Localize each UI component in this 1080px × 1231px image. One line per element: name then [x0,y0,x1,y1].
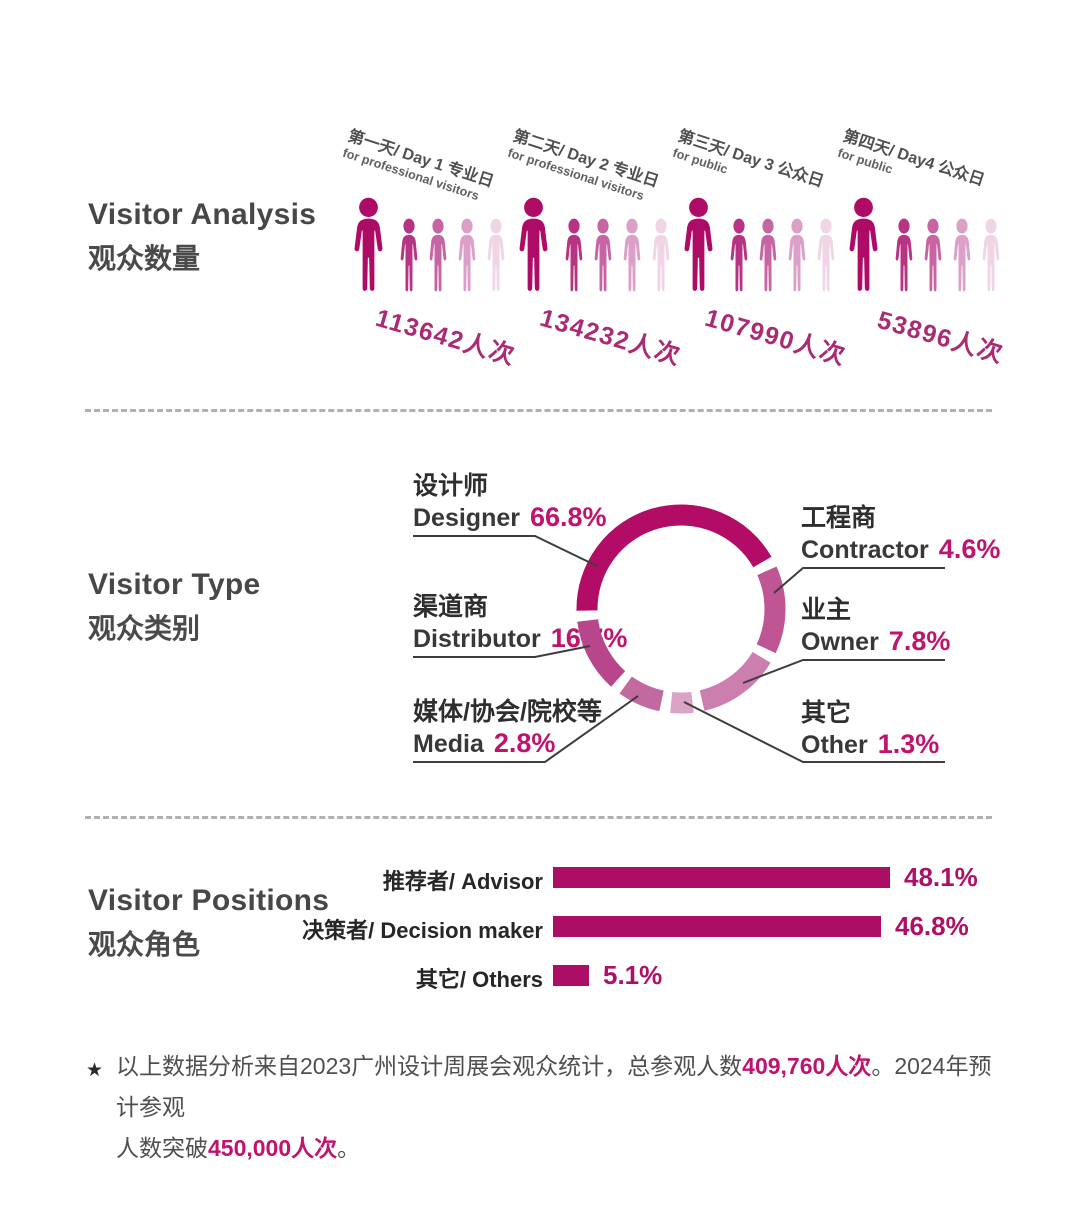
visitor-type-title-zh: 观众类别 [88,613,201,644]
person-icon [730,218,748,292]
donut-label-value-other: 1.3% [877,729,940,759]
visitor-analysis-title-block: Visitor Analysis 观众数量 [88,198,316,277]
leader-line-designer [413,535,598,567]
day-label: 第四天/ Day4 公众日 for public [836,122,988,205]
footnote-line1: 以上数据分析来自2023广州设计周展会观众统计，总参观人数409,760人次。2… [116,1046,1001,1128]
donut-label-en-contractor: Contractor 4.6% [801,534,1001,564]
person-icon [953,218,971,292]
person-icon [400,218,418,292]
person-icon [817,218,835,292]
donut-label-value-contractor: 4.6% [938,534,1001,564]
dashed-divider-2 [85,816,992,819]
donut-segment-contractor [756,566,786,654]
donut-segment-other [670,691,694,714]
person-icon [354,197,383,291]
person-icon [519,197,548,291]
day-group: 第二天/ Day 2 专业日 for professional visitors 1… [506,0,684,371]
donut-segment-designer [576,504,772,611]
donut-label-zh-contractor: 工程商 [801,504,877,532]
person-icon [652,218,670,292]
donut-label-value-designer: 66.8% [529,502,607,532]
bar [553,916,881,937]
visitor-analysis-title-zh: 观众数量 [88,243,201,274]
day-count: 53896人次 [874,305,1007,369]
donut-label-zh-designer: 设计师 [413,472,489,500]
bar-value: 48.1% [904,862,978,892]
leader-line-owner [742,659,945,684]
dashed-divider-1 [85,409,992,412]
footnote-text: 人数突破 [116,1135,208,1161]
donut-label-zh-owner: 业主 [801,596,852,624]
donut-label-value-owner: 7.8% [888,626,951,656]
donut-label-value-media: 2.8% [493,728,556,758]
person-icon [849,197,878,291]
visitor-positions-title-zh: 观众角色 [88,929,201,960]
day-count: 107990人次 [701,303,850,371]
donut-segment-owner [699,651,771,711]
donut-label-en-owner: Owner 7.8% [801,626,951,656]
footnote-text: 。2024年预计参观 [116,1053,992,1120]
donut-label-en-other: Other 1.3% [801,729,940,759]
day-count: 134232人次 [536,303,685,371]
day-group: 第三天/ Day 3 公众日 for public 107990人次 [671,0,849,371]
donut-segment-media [619,676,665,712]
donut-label-en-distributor: Distributor 16.7% [413,623,628,653]
visitor-type-title-en: Visitor Type [88,568,261,601]
leader-line-contractor [773,567,945,594]
donut-label-value-distributor: 16.7% [550,623,628,653]
footnote-text: 。 [337,1135,361,1161]
person-icon [565,218,583,292]
person-icon [594,218,612,292]
donut-label-zh-media: 媒体/协会/院校等 [413,698,602,726]
person-icon [982,218,1000,292]
bar-value: 46.8% [895,911,969,941]
person-icon [759,218,777,292]
person-icon [429,218,447,292]
day-count: 113642人次 [372,304,519,371]
donut-label-zh-distributor: 渠道商 [413,593,489,621]
person-icon [788,218,806,292]
star-icon: ★ [86,1060,104,1081]
footnote: ★ 以上数据分析来自2023广州设计周展会观众统计，总参观人数409,760人次… [86,1046,1001,1169]
visitor-positions-title-block: Visitor Positions 观众角色 [88,884,329,963]
footnote-highlight: 409,760人次 [742,1053,872,1079]
person-icon [458,218,476,292]
person-icon [487,218,505,292]
day-group: 第一天/ Day 1 专业日 for professional visitors 1… [341,0,519,371]
bar-row-label: 其它/ Others [415,967,543,992]
bar-row-label: 推荐者/ Advisor [382,869,543,894]
visitor-positions-title-en: Visitor Positions [88,884,330,917]
donut-label-en-designer: Designer 66.8% [413,502,607,532]
footnote-highlight: 450,000人次 [208,1135,338,1161]
day-group: 第四天/ Day4 公众日 for public 53896人次 [836,0,1010,369]
footnote-text: 以上数据分析来自2023广州设计周展会观众统计，总参观人数 [116,1053,743,1079]
bar-value: 5.1% [603,960,663,990]
bar [553,867,890,888]
person-icon [924,218,942,292]
person-icon [684,197,713,291]
bar [553,965,589,986]
person-icon [895,218,913,292]
donut-label-en-media: Media 2.8% [413,728,556,758]
footnote-line2: 人数突破450,000人次。 [116,1128,1001,1169]
visitor-analysis-title-en: Visitor Analysis [88,198,317,231]
visitor-type-title-block: Visitor Type 观众类别 [88,568,261,647]
day-label: 第一天/ Day 1 专业日 for professional visitors [341,122,498,206]
person-icon [623,218,641,292]
bar-row-label: 决策者/ Decision maker [302,918,543,943]
day-label: 第二天/ Day 2 专业日 for professional visitors [506,122,663,206]
donut-label-zh-other: 其它 [801,699,852,727]
day-label: 第三天/ Day 3 公众日 for public [671,122,828,206]
